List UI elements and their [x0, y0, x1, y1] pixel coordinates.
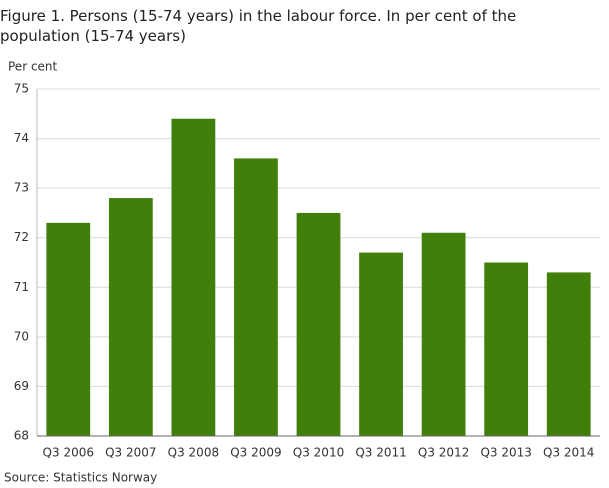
- x-tick-label: Q3 2007: [105, 446, 156, 460]
- y-tick-label: 71: [14, 280, 29, 294]
- x-tick-label: Q3 2011: [355, 446, 406, 460]
- bar: [296, 212, 341, 436]
- bar: [108, 198, 153, 436]
- x-tick-label: Q3 2006: [43, 446, 94, 460]
- y-tick-label: 73: [14, 181, 29, 195]
- x-tick-label: Q3 2014: [543, 446, 594, 460]
- x-tick-label: Q3 2009: [230, 446, 281, 460]
- x-tick-label: Q3 2013: [480, 446, 531, 460]
- bar: [484, 262, 529, 436]
- source: Source: Statistics Norway: [4, 471, 157, 485]
- y-tick-label: 72: [14, 230, 29, 244]
- bar: [234, 158, 278, 436]
- bar: [359, 252, 403, 436]
- bar: [171, 118, 216, 436]
- bar: [421, 232, 466, 436]
- x-tick-label: Q3 2008: [168, 446, 219, 460]
- y-tick-label: 69: [14, 379, 29, 393]
- y-tick-label: 75: [14, 82, 29, 96]
- y-tick-label: 74: [14, 131, 29, 145]
- x-tick-label: Q3 2012: [418, 446, 469, 460]
- y-axis-label: Per cent: [8, 60, 58, 74]
- x-tick-label: Q3 2010: [293, 446, 344, 460]
- y-tick-label: 68: [14, 429, 29, 443]
- y-tick-label: 70: [14, 329, 29, 343]
- chart-title: Figure 1. Persons (15-74 years) in the l…: [0, 7, 517, 45]
- bar: [46, 222, 91, 436]
- bar: [546, 272, 591, 436]
